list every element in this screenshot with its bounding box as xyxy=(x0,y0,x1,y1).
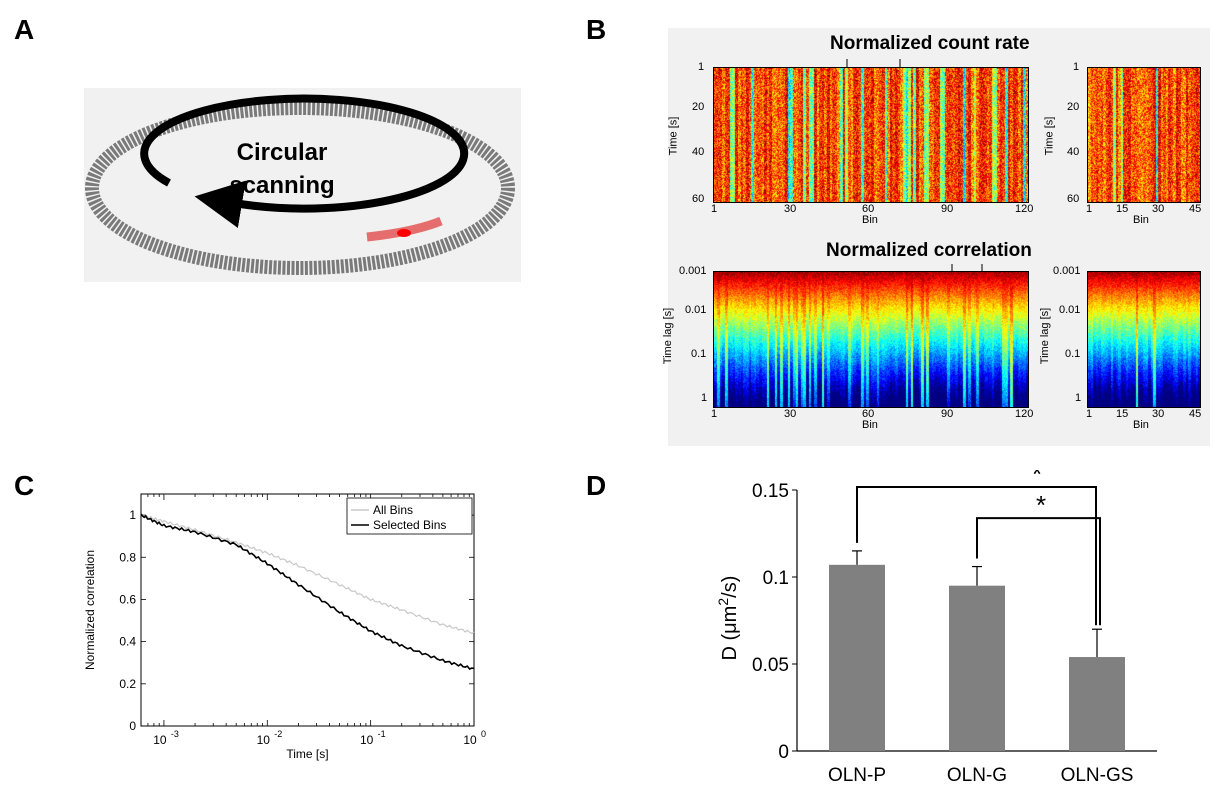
count-left-xtick: 1 xyxy=(711,203,718,215)
bar-oln-p xyxy=(829,564,885,751)
count-left-xlabel: Bin xyxy=(862,214,878,226)
circular-scan-svg: Circular scanning xyxy=(85,94,515,275)
corr-right-ylabel: Time lag [s] xyxy=(1039,307,1052,365)
y-tick-label: 0.2 xyxy=(119,677,136,691)
legend-label: Selected Bins xyxy=(373,518,446,532)
focused-bin xyxy=(397,229,411,237)
y-axis-label: D (μm2/s) xyxy=(715,576,741,661)
series-line-all-bins xyxy=(140,513,475,635)
y-tick-label: 0.6 xyxy=(119,592,136,606)
diagram-text-line2: scanning xyxy=(229,172,334,199)
scan-arrow-icon xyxy=(140,94,469,228)
y-tick-label: 0.05 xyxy=(752,655,789,676)
panel-d-bar-chart: 0 0.05 0.1 0.15 OLN-P OLN-G OLN-GS ** D (μm2/s) xyxy=(715,470,1157,786)
count-right-xtick: 15 xyxy=(1116,203,1129,215)
significance-star: * xyxy=(1036,490,1046,520)
count-right-ytick: 60 xyxy=(1067,193,1080,205)
corr-right-xtick: 45 xyxy=(1189,408,1202,420)
y-tick-label: 0.8 xyxy=(119,550,136,564)
legend-label: All Bins xyxy=(373,503,413,517)
count-left-ylabel: Time [s] xyxy=(667,116,680,156)
x-tick-label: OLN-G xyxy=(947,765,1007,786)
x-tick-exponent: 0 xyxy=(481,729,486,739)
x-tick-exponent: -2 xyxy=(274,729,282,739)
panel-label-b: B xyxy=(586,14,607,45)
y-tick-label: 0 xyxy=(129,719,136,733)
x-tick-label: 10 xyxy=(153,733,167,747)
corr-left-ytick: 0.001 xyxy=(679,265,707,277)
corr-right-ytick: 0.001 xyxy=(1053,265,1081,277)
x-tick-exponent: -3 xyxy=(171,729,179,739)
panel-label-d: D xyxy=(586,470,607,501)
panel-label-a: A xyxy=(14,14,35,45)
count-right-ylabel: Time [s] xyxy=(1043,116,1056,156)
count-rate-title: Normalized count rate xyxy=(830,33,1030,54)
count-left-ytick: 40 xyxy=(692,146,705,158)
x-tick-label: OLN-P xyxy=(828,765,886,786)
corr-right-xtick: 15 xyxy=(1116,408,1129,420)
count-left-ytick: 1 xyxy=(698,61,705,73)
count-right-ytick: 20 xyxy=(1067,101,1080,113)
heatmap-count-rate-all xyxy=(713,67,1029,203)
bar-oln-gs xyxy=(1069,657,1125,751)
count-left-xtick: 60 xyxy=(862,203,875,215)
x-tick-label: 10 xyxy=(257,733,271,747)
x-tick-label: OLN-GS xyxy=(1061,765,1134,786)
corr-right-xtick: 30 xyxy=(1152,408,1165,420)
corr-left-xtick: 60 xyxy=(862,408,875,420)
count-left-ytick: 60 xyxy=(692,193,705,205)
x-axis-label: Time [s] xyxy=(286,747,328,761)
heatmap-count-rate-selected xyxy=(1087,67,1201,203)
bar-oln-g xyxy=(949,585,1005,751)
x-tick-exponent: -1 xyxy=(378,729,386,739)
count-left-xtick: 120 xyxy=(1015,203,1034,215)
y-tick-label: 0.15 xyxy=(752,481,789,502)
corr-left-xtick: 90 xyxy=(941,408,954,420)
corr-left-ytick: 0.01 xyxy=(685,304,707,316)
bin-ring xyxy=(85,101,515,275)
count-right-xtick: 30 xyxy=(1152,203,1165,215)
diagram-text-line1: Circular xyxy=(237,139,328,166)
count-left-ytick: 20 xyxy=(692,101,705,113)
x-tick-label: 10 xyxy=(360,733,374,747)
heatmap-correlation-all xyxy=(713,271,1029,408)
y-axis-label: Normalized correlation xyxy=(83,550,97,670)
count-right-xlabel: Bin xyxy=(1133,214,1149,226)
series-line-selected-bins xyxy=(140,513,475,670)
corr-right-xlabel: Bin xyxy=(1133,419,1149,431)
x-tick-label: 10 xyxy=(463,733,477,747)
corr-right-xtick: 1 xyxy=(1086,408,1093,420)
y-tick-label: 0 xyxy=(778,742,789,763)
panel-c-line-chart: 10 -3 10 -2 10 -1 10 000.20.40.60.81 All BinsSel… xyxy=(83,493,486,761)
corr-right-ytick: 0.1 xyxy=(1065,348,1081,360)
y-tick-label: 0.4 xyxy=(119,635,136,649)
significance-bracket xyxy=(856,486,1097,626)
corr-left-ytick: 1 xyxy=(701,392,708,404)
significance-bracket xyxy=(976,517,1101,626)
count-left-xtick: 30 xyxy=(784,203,797,215)
count-right-ytick: 1 xyxy=(1073,61,1080,73)
legend-box xyxy=(346,497,473,535)
corr-right-ytick: 0.01 xyxy=(1059,304,1081,316)
count-right-xtick: 1 xyxy=(1086,203,1093,215)
count-left-xtick: 90 xyxy=(941,203,954,215)
y-tick-label: 0.1 xyxy=(763,568,789,589)
corr-left-xlabel: Bin xyxy=(862,419,878,431)
corr-left-xtick: 1 xyxy=(711,408,718,420)
corr-left-ytick: 0.1 xyxy=(691,348,707,360)
count-right-xtick: 45 xyxy=(1189,203,1202,215)
corr-left-ylabel: Time lag [s] xyxy=(662,307,675,365)
panel-a-diagram: Circular scanning xyxy=(84,88,521,282)
corr-right-ytick: 1 xyxy=(1075,392,1082,404)
count-right-ytick: 40 xyxy=(1067,146,1080,158)
y-tick-label: 1 xyxy=(129,508,136,522)
significance-star: * xyxy=(1032,470,1042,489)
correlation-title: Normalized correlation xyxy=(826,240,1032,261)
heatmap-correlation-selected xyxy=(1087,271,1201,408)
corr-left-xtick: 30 xyxy=(784,408,797,420)
corr-left-xtick: 120 xyxy=(1015,408,1034,420)
panel-label-c: C xyxy=(14,470,35,501)
